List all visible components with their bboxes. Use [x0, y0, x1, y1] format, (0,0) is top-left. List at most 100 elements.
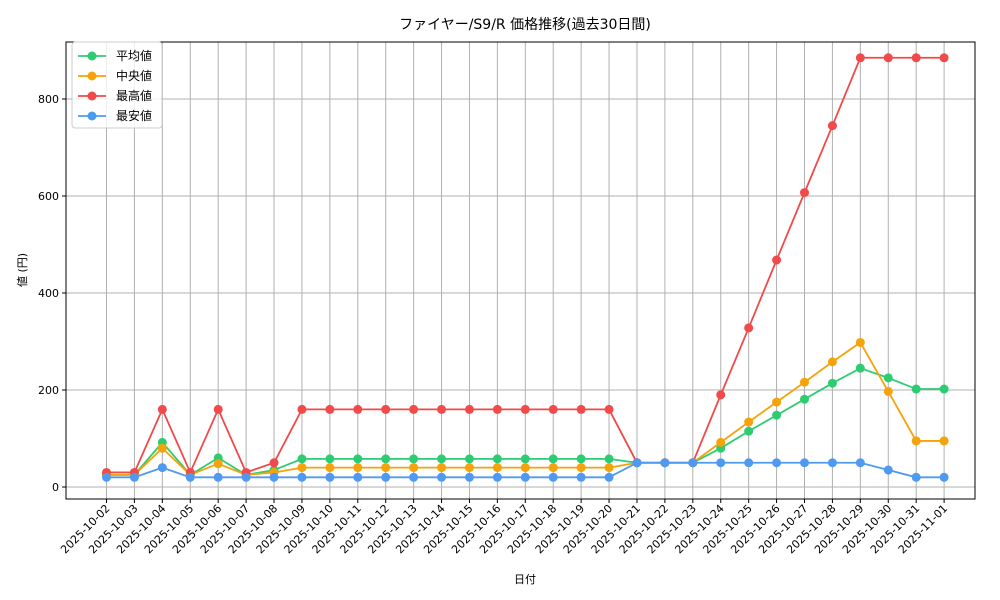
data-point: [213, 472, 223, 482]
data-point: [464, 472, 474, 482]
chart-title: ファイヤー/S9/R 価格推移(過去30日間): [399, 17, 651, 33]
data-point: [576, 404, 586, 414]
data-point: [772, 410, 782, 420]
x-axis-label: 日付: [514, 573, 536, 586]
data-point: [939, 384, 949, 394]
data-point: [939, 472, 949, 482]
data-point: [800, 188, 809, 198]
data-point: [576, 463, 586, 473]
data-point: [827, 378, 837, 388]
data-point: [297, 472, 307, 482]
data-point: [464, 463, 474, 473]
data-point: [297, 404, 307, 414]
data-point: [548, 454, 558, 464]
data-point: [409, 463, 419, 473]
legend-item: 中央値: [78, 68, 152, 83]
legend-label: 最安値: [116, 108, 152, 123]
data-point: [353, 404, 363, 414]
data-point: [520, 404, 530, 414]
data-point: [409, 454, 419, 464]
data-point: [744, 417, 754, 427]
legend-item: 平均値: [78, 48, 152, 63]
legend-label: 中央値: [116, 68, 152, 83]
data-point: [492, 404, 502, 414]
data-point: [185, 472, 195, 482]
x-axis-ticks: 2025-10-022025-10-032025-10-042025-10-05…: [58, 499, 950, 556]
data-point: [464, 454, 474, 464]
data-point: [939, 436, 949, 446]
data-point: [129, 472, 139, 482]
legend-marker-icon: [87, 91, 97, 101]
data-point: [353, 463, 363, 473]
data-point: [548, 404, 558, 414]
data-point: [883, 53, 893, 63]
data-point: [548, 472, 558, 482]
data-point: [939, 53, 949, 63]
data-point: [911, 472, 921, 482]
data-point: [269, 458, 279, 468]
data-point: [381, 472, 391, 482]
data-point: [883, 373, 893, 383]
data-point: [353, 472, 363, 482]
y-axis-ticks: 0 200 400 600 800: [38, 93, 66, 494]
data-point: [520, 454, 530, 464]
data-point: [241, 472, 251, 482]
data-point: [492, 454, 502, 464]
legend-label: 最高値: [116, 88, 152, 103]
data-point: [855, 337, 865, 347]
y-tick-label: 0: [52, 481, 59, 494]
data-point: [492, 463, 502, 473]
data-point: [157, 463, 167, 473]
data-point: [827, 458, 837, 468]
y-tick-label: 200: [38, 384, 59, 397]
data-point: [492, 472, 502, 482]
data-point: [660, 458, 670, 468]
data-point: [716, 390, 726, 400]
series-lines: [102, 53, 949, 482]
data-point: [520, 472, 530, 482]
data-point: [437, 454, 447, 464]
data-point: [883, 465, 893, 475]
data-point: [855, 363, 865, 373]
legend-marker-icon: [87, 51, 97, 61]
data-point: [911, 53, 921, 63]
data-point: [855, 458, 865, 468]
data-point: [520, 463, 530, 473]
data-point: [911, 436, 921, 446]
data-point: [604, 404, 614, 414]
y-axis-label: 値 (円): [16, 253, 29, 287]
data-point: [297, 463, 307, 473]
data-point: [576, 454, 586, 464]
data-point: [437, 404, 447, 414]
data-point: [744, 323, 754, 333]
data-point: [800, 394, 809, 404]
data-point: [325, 404, 335, 414]
data-point: [213, 404, 223, 414]
data-point: [353, 454, 363, 464]
series-3: [102, 458, 949, 482]
data-point: [604, 463, 614, 473]
data-point: [772, 397, 782, 407]
legend-marker-icon: [87, 71, 97, 81]
data-point: [716, 437, 726, 447]
y-tick-label: 400: [38, 287, 59, 300]
data-point: [744, 458, 754, 468]
data-point: [800, 458, 809, 468]
data-point: [325, 454, 335, 464]
legend-item: 最高値: [78, 88, 152, 103]
data-point: [604, 472, 614, 482]
data-point: [464, 404, 474, 414]
legend-marker-icon: [87, 111, 97, 121]
data-point: [381, 463, 391, 473]
data-point: [716, 458, 726, 468]
data-point: [855, 53, 865, 63]
data-point: [213, 459, 223, 469]
data-point: [772, 255, 782, 265]
legend-label: 平均値: [116, 48, 152, 63]
data-point: [576, 472, 586, 482]
data-point: [437, 463, 447, 473]
data-point: [827, 121, 837, 131]
data-point: [911, 384, 921, 394]
data-point: [102, 472, 111, 482]
